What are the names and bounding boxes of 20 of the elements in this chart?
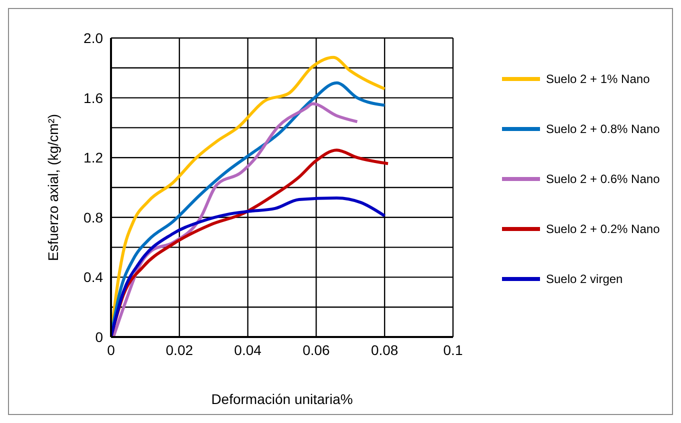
legend-label: Suelo 2 virgen (546, 272, 623, 286)
x-tick-label: 0.08 (370, 342, 398, 358)
legend-label: Suelo 2 + 1% Nano (546, 72, 650, 86)
y-tick-label: 2.0 (84, 30, 104, 46)
legend-label: Suelo 2 + 0.8% Nano (546, 122, 660, 136)
y-tick-label: 1.2 (84, 150, 104, 166)
y-tick-label: 0 (95, 328, 104, 345)
x-tick-label: 0.06 (302, 342, 330, 358)
x-tick-label: 0.02 (166, 342, 194, 358)
x-tick-label: 0 (107, 342, 116, 358)
x-tick-label: 0.04 (234, 342, 262, 358)
legend-label: Suelo 2 + 0.2% Nano (546, 222, 660, 236)
y-tick-label: 1.6 (84, 90, 104, 106)
x-tick-label: 0.1 (443, 342, 463, 358)
y-tick-label: 0.4 (84, 269, 104, 286)
y-axis-title: Esfuerzo axial, (kg/cm²) (44, 114, 61, 262)
x-axis-title: Deformación unitaria% (211, 391, 353, 407)
line-series (111, 196, 386, 337)
legend-label: Suelo 2 + 0.6% Nano (546, 172, 660, 186)
y-tick-label: 0.8 (84, 209, 104, 226)
